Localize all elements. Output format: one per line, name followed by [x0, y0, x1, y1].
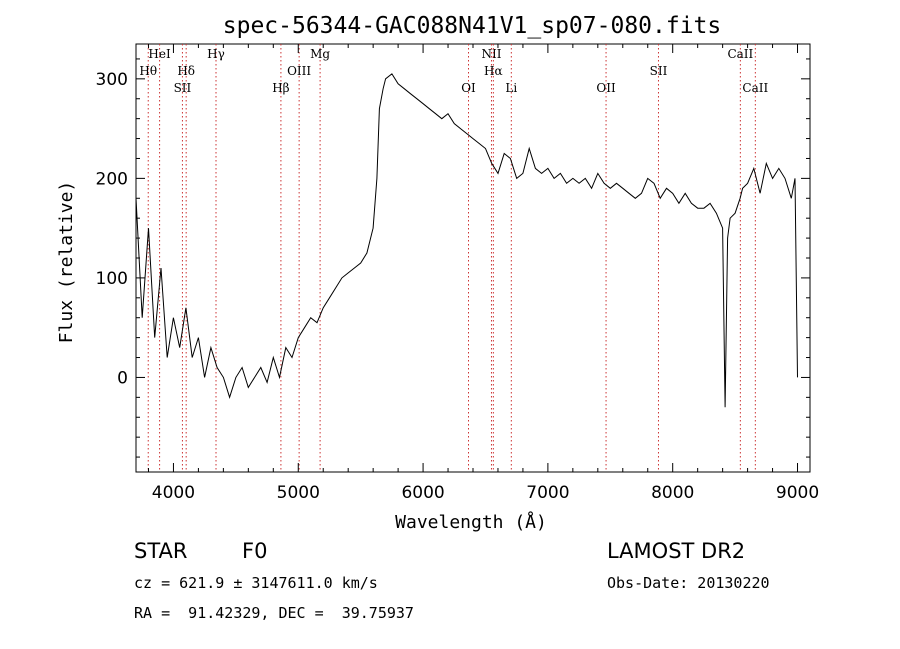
object-subclass: F0 [242, 539, 268, 563]
spectral-line-label: Mg [310, 47, 330, 61]
redshift-cz: cz = 621.9 ± 3147611.0 km/s [134, 574, 378, 592]
spectral-line-label: CaII [742, 81, 768, 95]
y-axis-label: Flux (relative) [56, 181, 77, 344]
observation-date: Obs-Date: 20130220 [607, 574, 770, 592]
x-tick-label: 8000 [651, 483, 694, 503]
plot-frame [135, 43, 811, 473]
spectrum-series-line [136, 73, 798, 408]
y-tick-label: 300 [96, 70, 128, 90]
x-axis-label: Wavelength (Å) [395, 511, 547, 533]
spectral-line-label: Hβ [272, 81, 289, 95]
spectral-line-label: Hγ [207, 47, 225, 61]
spectral-line-label: Hθ [139, 64, 157, 78]
x-tick-label: 9000 [776, 483, 819, 503]
spectral-line-label: Hα [484, 64, 503, 78]
spectral-line-label: OII [596, 81, 616, 95]
chart-title: spec-56344-GAC088N41V1_sp07-080.fits [223, 13, 722, 39]
x-tick-label: 5000 [277, 483, 320, 503]
x-tick-label: 4000 [152, 483, 195, 503]
survey-name: LAMOST DR2 [607, 539, 746, 563]
spectral-line-label: Hδ [177, 64, 195, 78]
spectral-line-label: SII [174, 81, 192, 95]
spectral-line-label: NII [481, 47, 501, 61]
spectral-line-label: OI [461, 81, 476, 95]
spectral-line-label: OIII [287, 64, 311, 78]
y-tick-label: 200 [96, 169, 128, 189]
spectral-line-label: HeI [148, 47, 171, 61]
spectral-line-label: SII [650, 64, 668, 78]
spectral-line-label: Li [505, 81, 517, 95]
x-tick-label: 6000 [401, 483, 444, 503]
x-tick-label: 7000 [526, 483, 569, 503]
y-tick-label: 100 [96, 269, 128, 289]
spectral-line-label: CaII [727, 47, 753, 61]
object-class: STAR [134, 539, 188, 563]
coordinates: RA = 91.42329, DEC = 39.75937 [134, 604, 414, 622]
y-tick-label: 0 [117, 368, 128, 388]
